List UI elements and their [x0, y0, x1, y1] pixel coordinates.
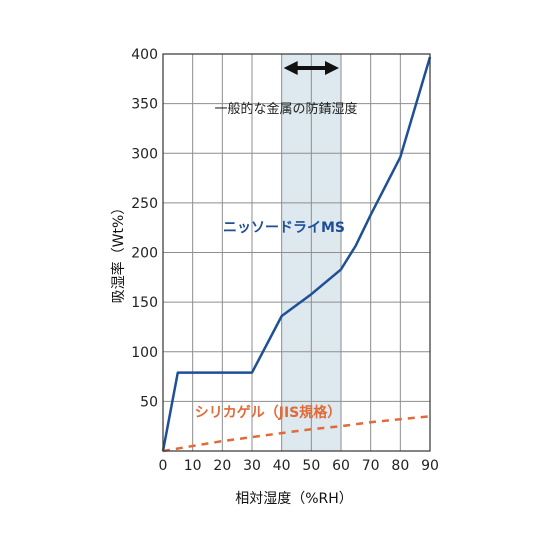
y-tick-label: 50: [140, 394, 158, 410]
nisso-dry-ms-line: [161, 56, 432, 452]
y-tick-label: 350: [131, 97, 158, 113]
x-tick-label: 10: [184, 458, 202, 474]
y-axis-title: 吸湿率（Wt%）: [110, 201, 127, 304]
x-tick-label: 30: [243, 458, 261, 474]
y-tick-label: 200: [131, 246, 158, 262]
x-tick-label: 60: [332, 458, 350, 474]
plot-frame: [162, 53, 431, 452]
y-tick-label: 400: [131, 47, 158, 63]
band-range-arrowhead-right: [325, 61, 339, 75]
x-axis-title: 相対湿度（%RH）: [235, 491, 353, 507]
band-range-arrowhead-left: [283, 61, 298, 75]
x-tick-label: 50: [302, 458, 320, 474]
silica-gel-line: [162, 415, 431, 453]
y-tick-label: 150: [131, 295, 158, 311]
x-tick-label: 80: [391, 458, 409, 474]
x-tick-label: 70: [362, 458, 380, 474]
x-tick-label: 40: [273, 458, 291, 474]
nisso-dry-ms-label: ニッソードライMS: [223, 220, 345, 236]
y-tick-label: 300: [131, 146, 158, 162]
x-tick-label: 0: [159, 458, 168, 474]
silica-gel-label: シリカゲル（JIS規格）: [195, 404, 342, 421]
y-tick-label: 100: [131, 345, 158, 361]
y-tick-label: 250: [131, 196, 158, 212]
x-tick-label: 20: [213, 458, 231, 474]
x-tick-label: 90: [421, 458, 439, 474]
rust-prevention-band-label: 一般的な金属の防錆湿度: [214, 101, 357, 117]
